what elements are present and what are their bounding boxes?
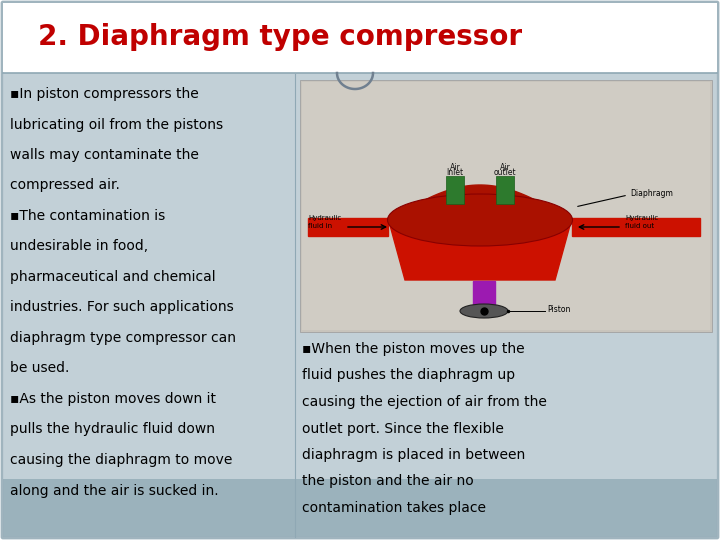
Text: Inlet: Inlet	[446, 168, 464, 177]
Text: diaphragm type compressor can: diaphragm type compressor can	[10, 331, 236, 345]
Text: ▪The contamination is: ▪The contamination is	[10, 209, 166, 223]
Bar	[295, 73, 717, 537]
Text: lubricating oil from the pistons: lubricating oil from the pistons	[10, 118, 223, 132]
Text: ▪In piston compressors the: ▪In piston compressors the	[10, 87, 199, 101]
Bar	[446, 176, 464, 204]
Text: pharmaceutical and chemical: pharmaceutical and chemical	[10, 270, 215, 284]
Polygon shape	[473, 281, 495, 312]
Text: along and the air is sucked in.: along and the air is sucked in.	[10, 483, 219, 497]
Text: Air: Air	[500, 163, 510, 172]
Text: causing the ejection of air from the: causing the ejection of air from the	[302, 395, 547, 409]
Text: be used.: be used.	[10, 361, 69, 375]
Text: Piston: Piston	[547, 305, 570, 314]
Text: Air: Air	[449, 163, 460, 172]
Bar	[300, 80, 712, 332]
Polygon shape	[390, 185, 570, 220]
Polygon shape	[308, 218, 388, 236]
Ellipse shape	[460, 304, 508, 318]
Text: causing the diaphragm to move: causing the diaphragm to move	[10, 453, 233, 467]
Text: Hydraulic: Hydraulic	[308, 215, 341, 221]
Text: ▪As the piston moves down it: ▪As the piston moves down it	[10, 392, 216, 406]
Text: fluid in: fluid in	[308, 223, 332, 229]
Text: pulls the hydraulic fluid down: pulls the hydraulic fluid down	[10, 422, 215, 436]
Text: the piston and the air no: the piston and the air no	[302, 475, 474, 489]
Bar	[302, 82, 710, 330]
Text: diaphragm is placed in between: diaphragm is placed in between	[302, 448, 526, 462]
Bar	[3, 479, 295, 537]
Text: contamination takes place: contamination takes place	[302, 501, 486, 515]
Bar	[496, 176, 514, 204]
Text: ▪When the piston moves up the: ▪When the piston moves up the	[302, 342, 525, 356]
Text: 2. Diaphragm type compressor: 2. Diaphragm type compressor	[38, 23, 522, 51]
Text: outlet: outlet	[494, 168, 516, 177]
Polygon shape	[388, 218, 572, 280]
Text: industries. For such applications: industries. For such applications	[10, 300, 234, 314]
Text: fluid pushes the diaphragm up: fluid pushes the diaphragm up	[302, 368, 515, 382]
Text: compressed air.: compressed air.	[10, 179, 120, 192]
Text: Hydraulic: Hydraulic	[625, 215, 658, 221]
Text: walls may contaminate the: walls may contaminate the	[10, 148, 199, 162]
Text: undesirable in food,: undesirable in food,	[10, 240, 148, 253]
Ellipse shape	[387, 194, 572, 246]
Text: outlet port. Since the flexible: outlet port. Since the flexible	[302, 422, 504, 435]
Bar	[3, 3, 717, 72]
Bar	[295, 479, 717, 537]
Text: fluid out: fluid out	[625, 223, 654, 229]
Bar	[3, 73, 295, 537]
Polygon shape	[572, 218, 700, 236]
Text: Diaphragm: Diaphragm	[630, 188, 673, 198]
